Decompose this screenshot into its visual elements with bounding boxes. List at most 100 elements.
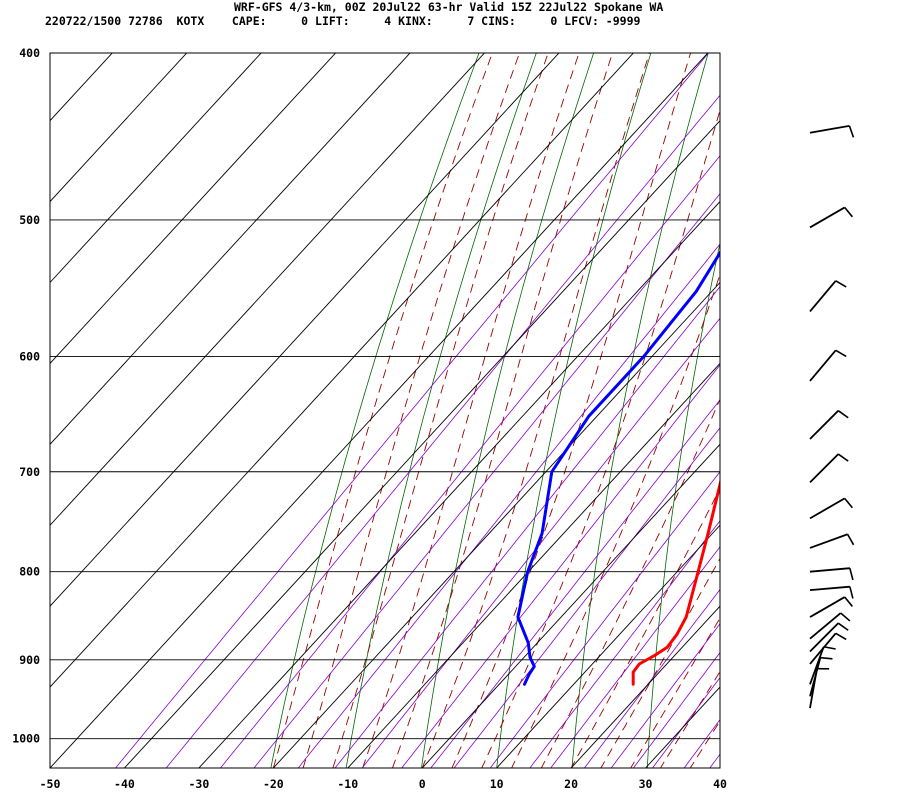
x-tick-label: 0 bbox=[419, 777, 426, 791]
wind-barb-feather bbox=[823, 645, 836, 650]
grid-lines bbox=[0, 15, 900, 783]
wind-barb-shaft bbox=[809, 596, 846, 618]
moist-adiabat-line bbox=[272, 53, 493, 768]
profile-lines bbox=[516, 250, 720, 686]
dewpoint-profile-line bbox=[516, 250, 720, 686]
wind-barb-feather bbox=[835, 632, 847, 641]
dry-adiabat-line bbox=[872, 15, 900, 783]
mixing-ratio-line bbox=[430, 399, 720, 768]
isotherm-line bbox=[50, 53, 188, 203]
mixing-ratio-line bbox=[610, 623, 720, 768]
isotherm-line bbox=[50, 53, 709, 768]
wind-barb-feather bbox=[840, 612, 851, 622]
mixing-ratio-line bbox=[334, 286, 720, 768]
isotherm-line bbox=[781, 15, 900, 783]
mixing-ratio-line bbox=[453, 427, 720, 768]
y-tick-label: 700 bbox=[19, 465, 40, 479]
y-tick-label: 400 bbox=[19, 46, 40, 60]
mixing-ratio-line bbox=[165, 94, 720, 768]
plot-frame bbox=[49, 52, 721, 769]
wind-barb-shaft bbox=[809, 622, 839, 653]
wind-barb-feather bbox=[849, 567, 854, 581]
mixing-ratio-line bbox=[219, 155, 720, 768]
isotherm-line bbox=[50, 53, 486, 526]
wind-barb bbox=[809, 453, 849, 484]
wind-barb-shaft bbox=[809, 646, 825, 685]
wind-barb-shaft bbox=[809, 124, 850, 134]
wind-barb-shaft bbox=[809, 410, 839, 440]
wind-barb bbox=[809, 645, 836, 685]
y-tick-label: 600 bbox=[19, 349, 40, 363]
mixing-ratio-line bbox=[114, 53, 710, 768]
dry-adiabat-line bbox=[571, 53, 709, 768]
mixing-ratio-line bbox=[489, 471, 720, 768]
dry-adiabat-line bbox=[496, 53, 652, 768]
isotherm-line bbox=[570, 605, 720, 768]
wind-barb bbox=[809, 622, 849, 653]
x-tick-label: 40 bbox=[713, 777, 727, 791]
moist-adiabat-line bbox=[511, 273, 720, 768]
wind-barb-shaft bbox=[809, 280, 837, 313]
x-tick-label: 20 bbox=[564, 777, 578, 791]
wind-barb bbox=[809, 632, 847, 665]
wind-barb-shaft bbox=[809, 567, 850, 573]
x-tick-label: -30 bbox=[188, 777, 209, 791]
wind-barb-feather bbox=[844, 206, 853, 218]
dry-adiabat-line bbox=[798, 15, 889, 783]
isotherm-line bbox=[347, 362, 720, 768]
isotherm-line bbox=[50, 53, 411, 445]
mixing-ratio-line bbox=[297, 243, 720, 768]
x-tick-label: -10 bbox=[337, 777, 358, 791]
y-tick-label: 900 bbox=[19, 653, 40, 667]
y-tick-label: 1000 bbox=[12, 732, 40, 746]
wind-barb-feather bbox=[848, 125, 855, 138]
isotherm-line bbox=[50, 53, 262, 284]
mixing-ratio-line bbox=[253, 193, 720, 768]
wind-barb-shaft bbox=[809, 453, 839, 484]
wind-barb-shaft bbox=[809, 497, 846, 520]
wind-barb-shaft bbox=[809, 533, 848, 549]
wind-barb bbox=[809, 124, 855, 138]
isotherm-line bbox=[719, 767, 720, 768]
wind-barb-feather bbox=[837, 453, 849, 462]
isotherm-line bbox=[496, 524, 720, 768]
wind-barb-feather bbox=[849, 586, 854, 599]
isotherm-line bbox=[272, 281, 720, 768]
wind-barb bbox=[809, 497, 853, 520]
wind-barb-feather bbox=[846, 533, 855, 546]
moist-adiabat-line bbox=[391, 53, 613, 768]
moist-adiabat-line bbox=[451, 53, 692, 768]
isotherm-line bbox=[123, 119, 720, 768]
wind-barb-shaft bbox=[809, 206, 846, 229]
moist-adiabat-line bbox=[362, 53, 580, 768]
isotherm-line bbox=[644, 686, 720, 768]
moist-adiabat-line bbox=[481, 108, 720, 768]
mixing-ratio-line bbox=[401, 364, 720, 768]
wind-barb bbox=[809, 567, 854, 581]
moist-adiabat-line bbox=[570, 487, 720, 768]
wind-barb bbox=[809, 596, 853, 618]
wind-barb bbox=[809, 349, 847, 382]
dry-adiabat-line bbox=[420, 53, 595, 768]
moist-adiabat-line bbox=[600, 557, 720, 768]
x-tick-label: -50 bbox=[40, 777, 61, 791]
mixing-ratio-line bbox=[709, 753, 720, 768]
wind-barb-shaft bbox=[809, 349, 837, 382]
wind-barb bbox=[809, 280, 847, 313]
moist-adiabat-line bbox=[332, 53, 549, 768]
wind-barb-feather bbox=[820, 656, 833, 660]
mixing-ratio-line bbox=[529, 520, 720, 768]
mixing-ratio-line bbox=[583, 588, 720, 768]
mixing-ratio-line bbox=[361, 317, 720, 768]
y-tick-label: 500 bbox=[19, 213, 40, 227]
wind-barb-shaft bbox=[809, 668, 818, 709]
y-tick-label: 800 bbox=[19, 565, 40, 579]
isotherm-line bbox=[0, 15, 73, 783]
isotherm-line bbox=[198, 200, 720, 768]
tick-labels: -50 -40 -30 -20 -10 0 10 20 30 40 400 500 600 700 800 9… bbox=[12, 46, 727, 791]
wind-barb-feather bbox=[835, 349, 847, 358]
moist-adiabat-line bbox=[630, 617, 720, 768]
wind-barb bbox=[809, 667, 830, 709]
moist-adiabat-line bbox=[659, 670, 720, 768]
